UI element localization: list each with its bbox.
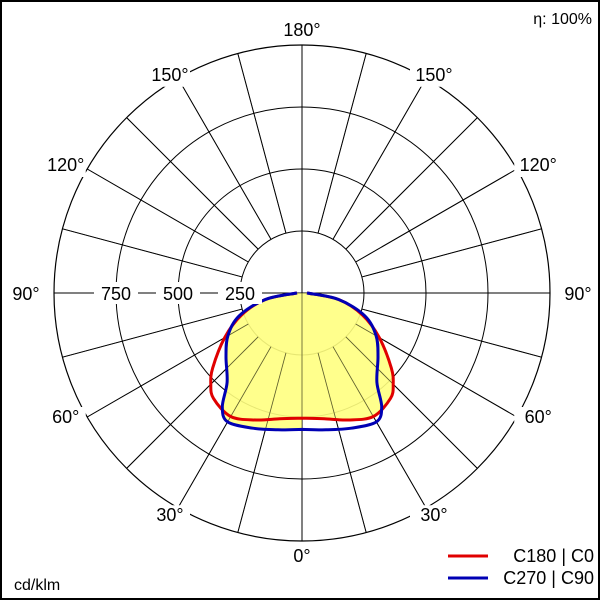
radial-tick-label: 750 (101, 284, 131, 304)
angle-label-left-90: 90° (12, 284, 39, 304)
unit-label: cd/klm (14, 577, 60, 594)
grid-spoke-overlay (317, 352, 367, 533)
grid-spoke-overlay (355, 323, 517, 418)
angle-label-left-150: 150° (151, 65, 188, 85)
angle-label-left-30: 30° (156, 505, 183, 525)
angle-label-right-30: 30° (420, 505, 447, 525)
angle-label-bg (146, 505, 190, 528)
radial-tick-label: 250 (225, 284, 255, 304)
series-fill (54, 45, 550, 541)
grid-spoke-overlay (345, 117, 478, 250)
angle-label-bg (410, 64, 454, 87)
angle-label-bg (278, 20, 322, 42)
legend-label-0: C180 | C0 (513, 546, 594, 566)
grid-spoke-overlay (332, 346, 427, 508)
grid-spoke-overlay (355, 168, 517, 263)
angle-label-right-120: 120° (520, 155, 557, 175)
angle-label-right-60: 60° (525, 407, 552, 427)
angle-label-bg (514, 407, 559, 429)
grid-spoke-overlay (177, 346, 272, 508)
angle-label-180: 180° (283, 20, 320, 40)
grid-spoke-overlay (237, 53, 287, 234)
angle-label-0: 0° (293, 546, 310, 566)
grid-spoke-overlay (237, 352, 287, 533)
series-lines (209, 291, 395, 432)
angle-label-right-90: 90° (564, 284, 591, 304)
grid-spoke-overlay (62, 228, 243, 278)
series-line-c180-c0 (209, 291, 395, 422)
grid-spoke-overlay (126, 336, 259, 469)
angle-label-bg (41, 155, 86, 177)
radial-tick-label: 500 (163, 284, 193, 304)
legend-label-1: C270 | C90 (503, 568, 594, 588)
angle-label-bg (41, 407, 86, 429)
grid-spoke-overlay (361, 308, 542, 358)
angle-label-bg (554, 284, 598, 306)
grid-spoke-overlay (317, 53, 367, 234)
grid-spoke-overlay (126, 117, 259, 250)
grid-spoke-overlay (62, 308, 243, 358)
tick-label-bg (218, 282, 262, 304)
tick-label-bg (94, 282, 138, 304)
light-distribution-fill (222, 293, 394, 430)
tick-label-bg (156, 282, 200, 304)
grid-spoke-overlay (87, 168, 249, 263)
efficiency-label: η: 100% (533, 11, 592, 28)
angle-label-bg (514, 155, 559, 177)
angle-label-bg (278, 546, 322, 568)
angle-label-bg (410, 505, 454, 528)
grid-spoke-overlay (345, 336, 478, 469)
angle-label-bg (2, 284, 46, 306)
angle-label-left-120: 120° (47, 155, 84, 175)
grid-spoke-overlay (87, 323, 249, 418)
grid-spoke-overlay (177, 78, 272, 240)
angle-label-right-150: 150° (415, 65, 452, 85)
grid-spoke-overlay (332, 78, 427, 240)
labels: 250 500 750 0° 180° 30° 30° 60° 60° 90° 90° 120° 120… (2, 20, 598, 588)
grid-spoke-overlay (361, 228, 542, 278)
angle-label-left-60: 60° (52, 407, 79, 427)
angle-label-bg (146, 64, 190, 87)
series-line-c270-c90 (220, 291, 384, 432)
